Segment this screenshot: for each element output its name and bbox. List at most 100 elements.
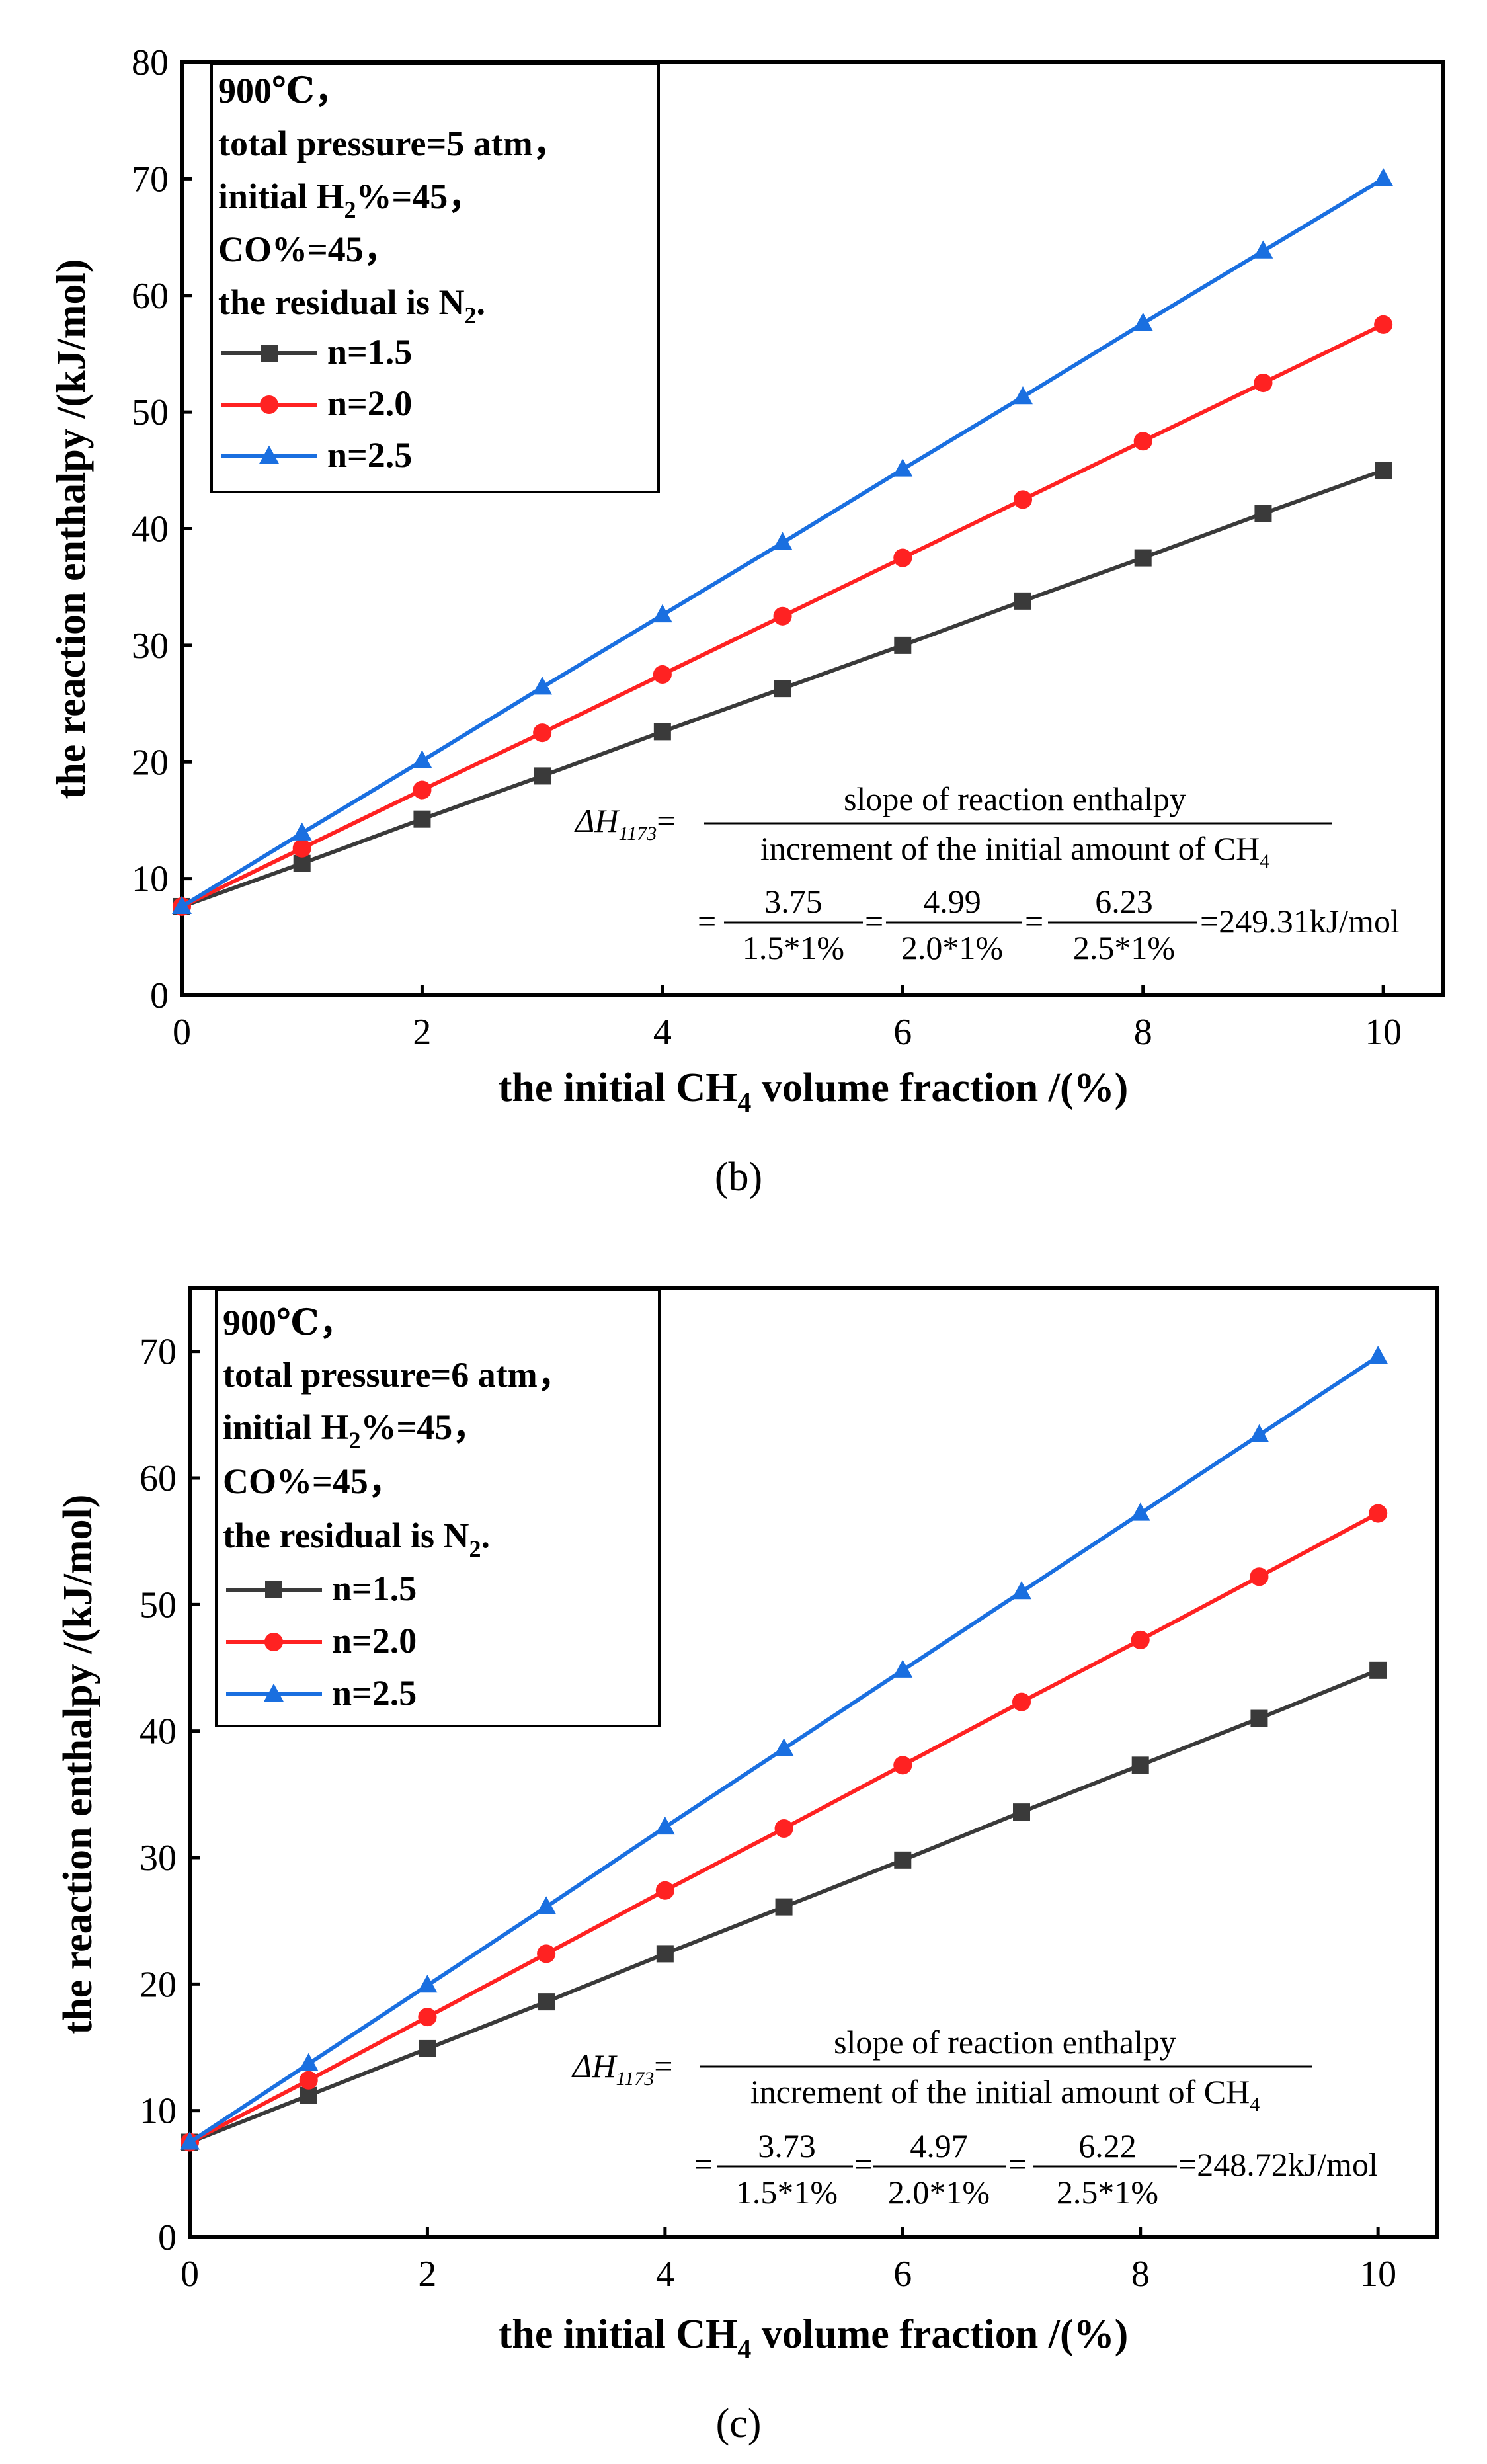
x-tick-label: 8 xyxy=(1134,1012,1152,1053)
y-tick-label: 0 xyxy=(158,2217,177,2258)
formula-denominator: increment of the initial amount of CH4 xyxy=(750,2073,1260,2115)
condition-co: CO%=45， xyxy=(218,229,399,269)
data-point-n=1.5 xyxy=(774,680,791,698)
formula-lhs: ΔH1173= xyxy=(574,802,675,844)
data-point-n=2.5 xyxy=(772,532,793,550)
legend-marker-n=2.0 xyxy=(264,1632,284,1652)
data-point-n=1.5 xyxy=(1375,462,1392,479)
data-point-n=1.5 xyxy=(293,854,311,872)
data-point-n=1.5 xyxy=(894,636,912,654)
data-point-n=1.5 xyxy=(775,1898,793,1916)
data-point-n=2.5 xyxy=(532,677,553,695)
x-tick-label: 4 xyxy=(653,1012,672,1053)
y-tick-label: 60 xyxy=(140,1458,177,1499)
legend-label-n=1.5: n=1.5 xyxy=(332,1569,417,1608)
chart-panel-b: 0 2 4 6 8 10 0 10 20 30 40 50 60 70 80 900℃， total pre… xyxy=(49,42,1445,1200)
x-axis-title: the initial CH4 volume fraction /(%) xyxy=(499,1065,1129,1118)
formula-result: =249.31kJ/mol xyxy=(1200,903,1400,940)
y-tick-label: 10 xyxy=(140,2091,177,2132)
legend-box xyxy=(215,1288,661,1727)
x-tick-label: 2 xyxy=(418,2254,436,2295)
formula-sep2: = xyxy=(1008,2146,1027,2183)
data-point-n=1.5 xyxy=(894,1851,912,1869)
series-group xyxy=(180,1346,1388,2152)
series-group xyxy=(172,168,1394,916)
legend: n=1.5 n=2.0 n=2.5 xyxy=(221,332,412,475)
data-point-n=2.5 xyxy=(652,604,672,623)
y-axis-title: the reaction enthalpy /(kJ/mol) xyxy=(56,1495,100,2035)
condition-residual: the residual is N2. xyxy=(223,1516,490,1562)
legend-marker-n=1.5 xyxy=(261,345,278,362)
data-point-n=1.5 xyxy=(1369,1661,1387,1679)
x-tick-label: 0 xyxy=(173,1012,191,1053)
data-point-n=2.5 xyxy=(1368,1346,1388,1364)
data-point-n=1.5 xyxy=(1254,505,1272,522)
legend-label-n=2.5: n=2.5 xyxy=(332,1673,417,1713)
formula-denominator: increment of the initial amount of CH4 xyxy=(760,830,1269,872)
formula-frac3-den: 2.5*1% xyxy=(1057,2174,1158,2211)
condition-pressure: total pressure=6 atm， xyxy=(223,1355,573,1395)
x-tick-label: 0 xyxy=(181,2254,199,2295)
data-point-n=2.0 xyxy=(653,665,672,684)
legend-label-n=2.0: n=2.0 xyxy=(327,384,412,423)
plot-frame xyxy=(188,1286,1439,2239)
condition-h2: initial H2%=45， xyxy=(223,1407,488,1454)
formula-frac1-num: 3.73 xyxy=(758,2127,816,2164)
data-point-n=2.0 xyxy=(893,548,912,567)
formula-sep1: = xyxy=(865,903,883,940)
data-point-n=2.5 xyxy=(893,1659,913,1678)
x-tick-label: 6 xyxy=(893,1012,912,1053)
x-tick-label: 10 xyxy=(1359,2254,1396,2295)
data-point-n=2.5 xyxy=(655,1816,675,1835)
data-point-n=2.5 xyxy=(412,750,432,768)
y-tick-label: 50 xyxy=(140,1584,177,1625)
legend-marker-n=2.0 xyxy=(259,395,279,415)
data-point-n=2.0 xyxy=(413,780,432,800)
y-tick-label: 10 xyxy=(132,859,169,900)
formula-frac1-num: 3.75 xyxy=(764,883,823,920)
formula-frac2-den: 2.0*1% xyxy=(888,2174,990,2211)
data-point-n=2.0 xyxy=(1254,373,1273,393)
x-tick-label: 8 xyxy=(1131,2254,1150,2295)
y-tick-label: 40 xyxy=(132,509,169,550)
data-point-n=1.5 xyxy=(1014,592,1031,610)
panel-label: (c) xyxy=(716,2401,762,2446)
y-tick-label: 60 xyxy=(132,276,169,317)
x-tick-label: 2 xyxy=(413,1012,431,1053)
y-tick-label: 30 xyxy=(132,626,169,667)
legend: n=1.5 n=2.0 n=2.5 xyxy=(226,1569,417,1713)
data-point-n=1.5 xyxy=(656,1945,674,1963)
data-point-n=2.5 xyxy=(1013,386,1033,405)
legend-label-n=1.5: n=1.5 xyxy=(327,332,412,372)
data-point-n=2.5 xyxy=(1130,1502,1150,1521)
condition-h2: initial H2%=45， xyxy=(218,177,483,223)
data-point-n=2.5 xyxy=(1133,312,1153,331)
y-tick-label: 20 xyxy=(140,1964,177,2005)
data-point-n=2.5 xyxy=(1253,240,1273,259)
formula-numerator: slope of reaction enthalpy xyxy=(834,2024,1176,2061)
formula-frac1-den: 1.5*1% xyxy=(743,929,844,966)
data-point-n=2.0 xyxy=(1131,1630,1150,1649)
formula: ΔH1173= slope of reaction enthalpy incre… xyxy=(571,2024,1378,2211)
formula-frac3-num: 6.23 xyxy=(1095,883,1153,920)
y-tick-label: 20 xyxy=(132,742,169,783)
data-point-n=2.5 xyxy=(1373,168,1394,186)
data-point-n=2.0 xyxy=(418,2008,437,2027)
data-point-n=2.5 xyxy=(180,2131,200,2150)
formula-frac3-den: 2.5*1% xyxy=(1073,929,1175,966)
legend-marker-n=1.5 xyxy=(265,1581,282,1598)
formula-eq: = xyxy=(698,903,716,940)
data-point-n=2.5 xyxy=(1249,1424,1269,1442)
legend-marker-n=2.5 xyxy=(259,445,279,464)
data-point-n=1.5 xyxy=(534,767,551,785)
formula-result: =248.72kJ/mol xyxy=(1178,2146,1378,2183)
data-point-n=2.0 xyxy=(1374,315,1393,334)
data-point-n=1.5 xyxy=(1013,1803,1030,1821)
legend-marker-n=2.5 xyxy=(264,1683,284,1702)
data-point-n=2.5 xyxy=(417,1974,438,1993)
panel-label: (b) xyxy=(715,1155,762,1200)
y-tick-label: 70 xyxy=(132,159,169,200)
formula-frac1-den: 1.5*1% xyxy=(736,2174,838,2211)
data-point-n=2.5 xyxy=(774,1738,794,1756)
